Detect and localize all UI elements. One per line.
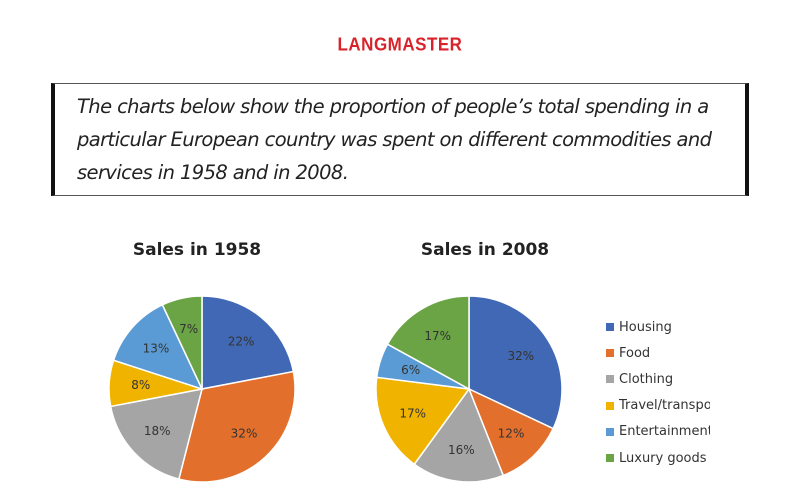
- legend-label: Travel/transpo: [619, 398, 710, 414]
- pie-slice-luxury-goods: [386, 295, 470, 391]
- chart-title-2008: Sales in 2008: [420, 240, 550, 260]
- task-prompt-text: The charts below show the proportion of …: [77, 95, 712, 184]
- legend-item-entertainment: Entertainment: [606, 419, 710, 445]
- legend-swatch: [606, 349, 614, 358]
- legend-swatch: [606, 401, 614, 410]
- pie-slice-luxury-goods: [161, 295, 203, 390]
- pie-slice-food: [467, 387, 555, 477]
- legend-swatch: [606, 454, 614, 463]
- langmaster-logo: LANGMASTER: [337, 34, 463, 55]
- data-label: 6%: [401, 363, 420, 377]
- data-label: 12%: [498, 427, 525, 441]
- data-label: 32%: [507, 349, 534, 363]
- pie-slice-travel-transport: [375, 376, 471, 466]
- data-label: 13%: [143, 341, 170, 355]
- legend-swatch: [606, 323, 614, 332]
- data-label: 17%: [399, 406, 426, 420]
- pie-slice-clothing: [109, 388, 204, 480]
- legend-label: Housing: [619, 319, 672, 335]
- legend-label: Food: [619, 345, 651, 361]
- data-label: 18%: [144, 424, 171, 438]
- data-label: 32%: [231, 427, 258, 441]
- data-label: 16%: [448, 443, 475, 457]
- data-label: 22%: [228, 335, 255, 349]
- pie-slice-housing: [468, 295, 563, 430]
- legend-swatch: [606, 375, 614, 384]
- pie-slice-entertainment: [112, 303, 204, 391]
- legend-label: Clothing: [619, 371, 674, 387]
- pie-slice-housing: [201, 295, 295, 390]
- legend-item-travel: Travel/transpo: [606, 393, 710, 419]
- legend-swatch: [606, 427, 614, 436]
- legend-item-food: Food: [606, 340, 710, 366]
- legend-label: Luxury goods: [619, 450, 707, 466]
- legend: Housing Food Clothing Travel/transpo Ent…: [606, 314, 710, 471]
- chart-title-1958: Sales in 1958: [132, 240, 262, 260]
- legend-item-clothing: Clothing: [606, 366, 710, 392]
- legend-item-luxury: Luxury goods: [606, 445, 710, 471]
- pie-slice-clothing: [413, 387, 505, 483]
- pie-slice-food: [177, 370, 296, 483]
- task-prompt-box: The charts below show the proportion of …: [51, 83, 749, 196]
- legend-item-housing: Housing: [606, 314, 710, 340]
- legend-label: Entertainment: [619, 424, 710, 440]
- data-label: 8%: [131, 378, 150, 392]
- data-label: 17%: [424, 329, 451, 343]
- data-label: 7%: [179, 322, 198, 336]
